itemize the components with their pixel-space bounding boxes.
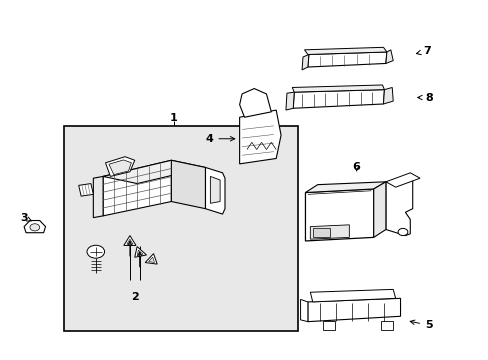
Text: 2: 2 bbox=[131, 292, 139, 302]
Polygon shape bbox=[103, 160, 205, 184]
Bar bbox=[312, 228, 329, 237]
Polygon shape bbox=[210, 176, 220, 203]
Polygon shape bbox=[145, 254, 157, 264]
Polygon shape bbox=[135, 247, 146, 257]
Bar bbox=[380, 321, 392, 329]
Bar bbox=[64, 126, 298, 330]
Polygon shape bbox=[239, 89, 271, 117]
Polygon shape bbox=[305, 182, 385, 193]
Polygon shape bbox=[300, 300, 307, 321]
Text: 8: 8 bbox=[417, 93, 432, 103]
Polygon shape bbox=[148, 257, 154, 262]
Bar bbox=[322, 321, 334, 329]
Polygon shape bbox=[93, 176, 103, 218]
Circle shape bbox=[30, 224, 40, 231]
Polygon shape bbox=[302, 54, 308, 70]
Polygon shape bbox=[383, 87, 392, 104]
Polygon shape bbox=[205, 167, 224, 214]
Text: 4: 4 bbox=[205, 134, 234, 144]
Polygon shape bbox=[307, 52, 386, 67]
Text: 6: 6 bbox=[352, 162, 360, 172]
Text: 7: 7 bbox=[416, 46, 430, 56]
Polygon shape bbox=[109, 160, 131, 175]
Polygon shape bbox=[307, 298, 400, 321]
Polygon shape bbox=[373, 182, 385, 237]
Polygon shape bbox=[239, 110, 281, 164]
Polygon shape bbox=[137, 250, 143, 255]
Polygon shape bbox=[305, 189, 373, 241]
Polygon shape bbox=[292, 85, 384, 92]
Text: 5: 5 bbox=[409, 320, 432, 330]
Text: 1: 1 bbox=[169, 113, 177, 123]
Circle shape bbox=[87, 245, 104, 258]
Polygon shape bbox=[126, 239, 133, 244]
Polygon shape bbox=[24, 221, 45, 233]
Polygon shape bbox=[385, 178, 412, 235]
Polygon shape bbox=[105, 157, 135, 176]
Polygon shape bbox=[304, 47, 386, 54]
Polygon shape bbox=[103, 160, 171, 216]
Polygon shape bbox=[285, 92, 294, 110]
Polygon shape bbox=[171, 160, 205, 209]
Text: 3: 3 bbox=[20, 213, 31, 222]
Circle shape bbox=[397, 228, 407, 235]
Polygon shape bbox=[293, 90, 384, 108]
Polygon shape bbox=[79, 184, 93, 196]
Polygon shape bbox=[310, 225, 348, 239]
Polygon shape bbox=[385, 173, 419, 187]
Polygon shape bbox=[385, 50, 392, 63]
Polygon shape bbox=[123, 235, 136, 246]
Polygon shape bbox=[310, 289, 395, 302]
